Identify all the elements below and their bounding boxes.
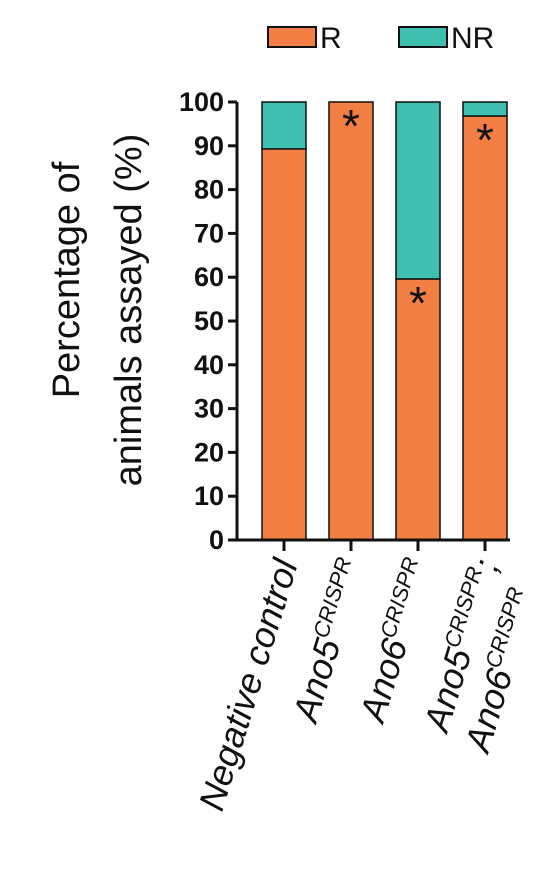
significance-star: * [342, 100, 360, 152]
y-tick-label: 30 [194, 394, 224, 424]
y-tick-label: 60 [194, 262, 224, 292]
x-axis-category-labels: Negative controlAno5CRISPRAno6CRISPRAno5… [190, 553, 528, 815]
y-axis-title-line1: Percentage of [46, 161, 88, 398]
legend-swatch-r [267, 26, 317, 48]
y-tick-label: 100 [179, 87, 224, 117]
significance-star: * [476, 114, 494, 166]
bar-nr-3 [462, 101, 508, 117]
x-axis [235, 538, 510, 551]
y-axis-title: Percentage of animals assayed (%) [46, 134, 150, 487]
y-axis-title-line2: animals assayed (%) [108, 134, 150, 487]
significance-star: * [409, 277, 427, 329]
bar-nr-2 [395, 101, 441, 280]
y-tick-label: 10 [194, 481, 224, 511]
bar-r-1 [328, 101, 374, 541]
y-tick-label: 50 [194, 306, 224, 336]
y-tick-label: 0 [209, 525, 224, 555]
y-tick-label: 90 [194, 131, 224, 161]
bar-r-3 [462, 115, 508, 541]
legend: R NR [267, 22, 494, 55]
bar-nr-0 [261, 101, 307, 150]
bar-r-2 [395, 278, 441, 541]
y-tick-label: 20 [194, 437, 224, 467]
y-axis: 0 10 20 30 40 50 60 70 80 90 100 [179, 87, 239, 555]
y-tick-label: 70 [194, 218, 224, 248]
x-category-label: Negative control [190, 553, 306, 815]
bar-r-0 [261, 148, 307, 541]
bars [261, 101, 508, 541]
legend-swatch-nr [398, 26, 448, 48]
significance-markers: * * * [342, 100, 494, 329]
legend-label-nr: NR [451, 22, 494, 55]
y-tick-label: 40 [194, 350, 224, 380]
legend-label-r: R [320, 22, 342, 55]
y-tick-label: 80 [194, 175, 224, 205]
